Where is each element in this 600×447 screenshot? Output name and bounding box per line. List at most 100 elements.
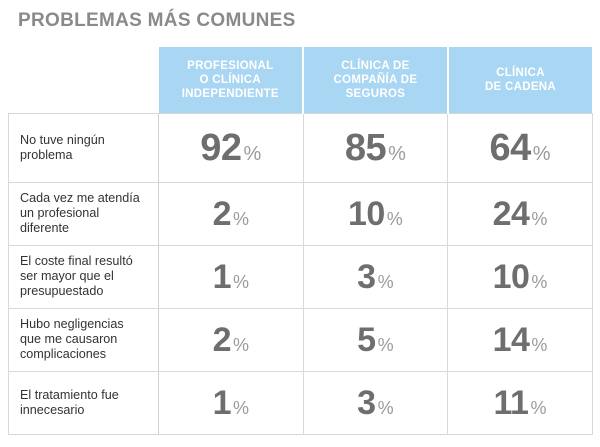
value-cell: 3% <box>302 244 449 309</box>
column-header-clinica-de-cadena: CLÍNICA DE CADENA <box>446 47 593 113</box>
percentage-value: 3% <box>357 260 393 294</box>
value-cell: 2% <box>158 307 304 372</box>
percent-sign: % <box>233 334 250 355</box>
row-label-el-coste-final-resulto-ser-mayor-que-el-presupuestado: El coste final resultó ser mayor que el … <box>8 244 159 309</box>
table-header-row: PROFESIONAL O CLÍNICA INDEPENDIENTE CLÍN… <box>8 47 593 113</box>
table-row: Hubo negligencias que me causaron compli… <box>8 307 593 372</box>
percent-sign: % <box>233 208 250 229</box>
column-header-line: INDEPENDIENTE <box>181 87 279 100</box>
value-number: 92 <box>200 126 242 169</box>
value-number: 1 <box>212 257 232 296</box>
percentage-value: 10% <box>348 197 403 231</box>
value-cell: 3% <box>302 370 449 435</box>
percent-sign: % <box>531 271 548 292</box>
value-cell: 2% <box>158 181 304 246</box>
value-cell: 92% <box>158 112 304 183</box>
value-number: 5 <box>357 320 376 359</box>
percentage-value: 2% <box>213 323 249 357</box>
percent-sign: % <box>233 397 250 418</box>
row-label-line: El tratamiento fue <box>20 387 119 402</box>
row-label-line: El coste final resultó <box>20 254 133 268</box>
row-label-line: un profesional <box>20 206 100 220</box>
percent-sign: % <box>531 208 548 229</box>
percentage-value: 5% <box>357 323 393 357</box>
percent-sign: % <box>377 271 394 292</box>
value-cell: 64% <box>447 112 593 183</box>
value-number: 3 <box>357 383 376 422</box>
value-number: 64 <box>489 126 531 169</box>
percent-sign: % <box>377 334 394 355</box>
percentage-value: 2% <box>213 197 249 231</box>
problems-comparison-table: PROFESIONAL O CLÍNICA INDEPENDIENTE CLÍN… <box>8 47 593 435</box>
row-label-line: Cada vez me atendía <box>20 191 140 205</box>
percentage-value: 24% <box>493 197 548 231</box>
percent-sign: % <box>388 142 406 165</box>
percent-sign: % <box>530 397 547 418</box>
value-cell: 14% <box>447 307 593 372</box>
percentage-value: 85% <box>345 129 406 167</box>
table-row: El tratamiento fue innecesario 1% 3% 11% <box>8 370 593 435</box>
page-title: PROBLEMAS MÁS COMUNES <box>18 10 296 31</box>
value-cell: 10% <box>447 244 593 309</box>
table-row: El coste final resultó ser mayor que el … <box>8 244 593 309</box>
value-number: 1 <box>212 383 232 422</box>
value-number: 11 <box>493 383 529 422</box>
row-label-line: ser mayor que el <box>20 269 114 283</box>
percentage-value: 14% <box>493 323 548 357</box>
percent-sign: % <box>531 334 548 355</box>
column-header-line: CLÍNICA DE <box>341 59 410 72</box>
column-header-line: SEGUROS <box>345 87 406 100</box>
percent-sign: % <box>386 208 403 229</box>
table-corner-cell <box>8 47 159 113</box>
percent-sign: % <box>532 142 551 165</box>
value-number: 10 <box>347 194 385 233</box>
value-number: 85 <box>344 126 387 169</box>
percentage-value: 11% <box>494 386 547 420</box>
percent-sign: % <box>233 271 250 292</box>
value-number: 24 <box>492 194 530 233</box>
value-cell: 24% <box>447 181 593 246</box>
column-header-clinica-de-compania-de-seguros: CLÍNICA DE COMPAÑÍA DE SEGUROS <box>302 47 448 113</box>
value-number: 2 <box>212 320 232 359</box>
value-cell: 1% <box>158 244 304 309</box>
column-header-line: CLÍNICA <box>496 66 545 79</box>
table-row: No tuve ningún problema 92% 85% 64% <box>8 112 593 183</box>
value-number: 10 <box>492 257 530 296</box>
value-cell: 85% <box>302 112 449 183</box>
table-header: PROFESIONAL O CLÍNICA INDEPENDIENTE CLÍN… <box>8 47 593 113</box>
value-cell: 1% <box>158 370 304 435</box>
percentage-value: 64% <box>489 129 550 167</box>
percentage-value: 1% <box>213 260 249 294</box>
row-label-line: que me causaron <box>20 332 118 346</box>
percentage-value: 3% <box>357 386 393 420</box>
value-number: 14 <box>492 320 530 359</box>
row-label-el-tratamiento-fue-innecesario: El tratamiento fue innecesario <box>8 370 159 435</box>
value-cell: 11% <box>447 370 593 435</box>
value-cell: 5% <box>302 307 449 372</box>
percentage-value: 92% <box>200 129 261 167</box>
column-header-line: DE CADENA <box>484 80 557 93</box>
row-label-line: problema <box>20 147 73 162</box>
table-row: Cada vez me atendía un profesional difer… <box>8 181 593 246</box>
value-number: 2 <box>212 194 232 233</box>
row-label-cada-vez-me-atendia-un-profesional-diferente: Cada vez me atendía un profesional difer… <box>8 181 159 246</box>
percent-sign: % <box>243 142 262 165</box>
row-label-line: Hubo negligencias <box>20 317 124 331</box>
percent-sign: % <box>377 397 394 418</box>
column-header-line: PROFESIONAL <box>187 59 274 72</box>
row-label-no-tuve-ningun-problema: No tuve ningún problema <box>8 112 159 183</box>
column-header-profesional-o-clinica-independiente: PROFESIONAL O CLÍNICA INDEPENDIENTE <box>158 47 304 113</box>
column-header-line: O CLÍNICA <box>199 73 262 86</box>
percentage-value: 10% <box>493 260 548 294</box>
value-cell: 10% <box>302 181 449 246</box>
row-label-hubo-negligencias-que-me-causaron-complicaciones: Hubo negligencias que me causaron compli… <box>8 307 159 372</box>
row-label-line: diferente <box>20 221 70 235</box>
row-label-line: innecesario <box>20 402 85 417</box>
column-header-line: COMPAÑÍA DE <box>333 73 418 86</box>
percentage-value: 1% <box>213 386 249 420</box>
table-body: No tuve ningún problema 92% 85% 64% Cada… <box>8 112 593 435</box>
row-label-line: presupuestado <box>20 284 104 298</box>
row-label-line: complicaciones <box>20 347 107 361</box>
value-number: 3 <box>357 257 376 296</box>
